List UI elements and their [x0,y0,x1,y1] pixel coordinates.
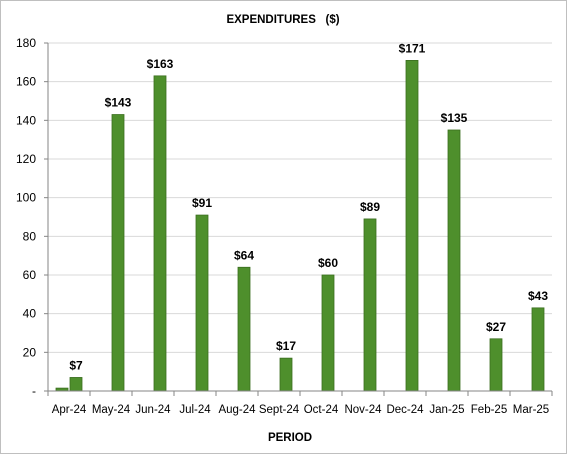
x-tick-label: Jan-25 [429,404,464,416]
data-label: $17 [276,339,296,353]
data-labels: $7 $143 $163 $91 $64 $17 $60 $89 $171 $135 $27 $43 [69,41,548,372]
chart-title: EXPENDITURES ($) [226,14,339,26]
y-tick-label: 40 [23,307,37,321]
x-tick-label: Nov-24 [344,404,382,416]
data-label: $27 [486,320,506,334]
bar-apr-24 [69,377,83,392]
x-tick-label: Aug-24 [218,404,256,416]
data-label: $64 [234,248,254,262]
data-label: $60 [318,256,338,270]
data-label: $89 [360,200,380,214]
bar-nov-24 [363,218,377,392]
x-axis-ticks: Apr-24 May-24 Jun-24 Jul-24 Aug-24 Sept-24 Oct… [47,391,553,416]
bar-feb-25 [489,338,503,392]
bar-dec-24 [405,60,419,392]
gridlines [48,42,552,353]
y-tick-label: 80 [23,229,37,243]
bar-mar-25 [531,307,545,392]
x-tick-label: Oct-24 [304,404,339,416]
data-label: $143 [105,96,132,110]
x-tick-label: Jul-24 [179,404,211,416]
y-tick-label: 140 [16,113,36,127]
x-tick-label: Mar-25 [513,404,549,416]
x-tick-label: Apr-24 [52,404,87,416]
y-tick-label: 60 [23,268,37,282]
bar-oct-24 [321,274,335,392]
y-tick-label: 20 [23,345,37,359]
y-axis-ticks: - 20 40 60 80 100 120 140 160 180 [16,36,48,398]
bar-jul-24 [195,214,209,392]
bar-jan-25 [447,129,461,392]
y-tick-label: 100 [16,191,36,205]
data-label: $171 [399,41,426,55]
y-tick-label: 180 [16,36,36,50]
x-tick-label: Feb-25 [471,404,507,416]
x-tick-label: Jun-24 [135,404,171,416]
x-tick-label: Dec-24 [386,404,424,416]
data-label: $7 [69,358,83,372]
bar-jun-24 [153,75,167,392]
bar-sept-24 [279,357,293,392]
data-label: $91 [192,196,212,210]
data-label: $135 [441,111,468,125]
y-tick-label: 120 [16,152,36,166]
bars [55,60,545,392]
x-axis-title: PERIOD [268,432,312,444]
y-tick-label: 160 [16,75,36,89]
data-label: $163 [147,57,174,71]
y-tick-label: - [32,384,36,398]
x-tick-label: May-24 [92,404,131,416]
x-tick-label: Sept-24 [259,404,300,416]
bar-aug-24 [237,266,251,392]
data-label: $43 [528,289,548,303]
bar-may-24 [111,114,125,392]
